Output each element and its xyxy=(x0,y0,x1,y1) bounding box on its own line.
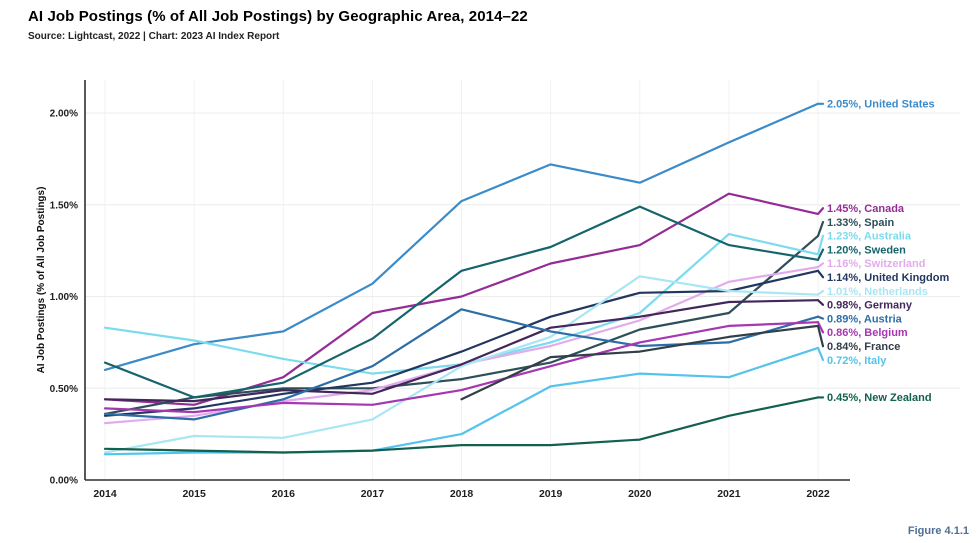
series-leader-australia xyxy=(816,234,825,256)
y-axis-title: AI Job Postings (% of All Job Postings) xyxy=(36,187,47,374)
series-label-united-states: 2.05%, United States xyxy=(827,99,935,111)
chart-title: AI Job Postings (% of All Job Postings) … xyxy=(28,8,528,25)
series-label-spain: 1.33%, Spain xyxy=(827,217,895,229)
y-tick-label: 1.00% xyxy=(50,292,78,303)
y-tick-label: 2.00% xyxy=(50,109,78,120)
series-label-switzerland: 1.16%, Switzerland xyxy=(827,258,925,270)
series-label-canada: 1.45%, Canada xyxy=(827,203,905,215)
x-tick-label: 2016 xyxy=(272,488,296,500)
series-line-canada xyxy=(103,192,820,406)
series-line-united-states xyxy=(103,102,820,371)
series-label-france: 0.84%, France xyxy=(827,341,900,353)
series-leader-canada xyxy=(816,207,825,216)
series-leader-netherlands xyxy=(816,289,825,296)
series-label-australia: 1.23%, Australia xyxy=(827,231,912,243)
x-tick-label: 2018 xyxy=(450,488,474,500)
x-tick-label: 2019 xyxy=(539,488,563,500)
x-tick-label: 2017 xyxy=(361,488,385,500)
series-line-france xyxy=(460,324,820,401)
series-leader-italy xyxy=(816,346,825,362)
series-line-netherlands xyxy=(103,275,820,454)
series-leader-germany xyxy=(816,299,825,306)
x-tick-label: 2020 xyxy=(628,488,652,500)
series-leader-france xyxy=(816,324,825,348)
series-line-spain xyxy=(103,234,820,415)
series-label-austria: 0.89%, Austria xyxy=(827,313,903,325)
series-line-germany xyxy=(103,299,820,403)
series-line-new-zealand xyxy=(103,396,820,454)
series-label-germany: 0.98%, Germany xyxy=(827,300,913,312)
series-leader-austria xyxy=(816,315,825,320)
series-label-netherlands: 1.01%, Netherlands xyxy=(827,286,928,298)
series-label-belgium: 0.86%, Belgium xyxy=(827,327,908,339)
figure-caption: Figure 4.1.1 xyxy=(907,525,969,537)
x-tick-label: 2014 xyxy=(93,488,117,500)
x-tick-label: 2021 xyxy=(717,488,741,500)
series-line-belgium xyxy=(103,321,820,414)
series-leader-belgium xyxy=(816,321,825,334)
series-leader-united-kingdom xyxy=(816,269,825,279)
series-leader-sweden xyxy=(816,248,825,261)
series-label-italy: 0.72%, Italy xyxy=(827,355,887,367)
series-line-austria xyxy=(103,308,820,421)
chart-source-line: Source: Lightcast, 2022 | Chart: 2023 AI… xyxy=(28,31,280,42)
series-leader-switzerland xyxy=(816,262,825,269)
series-label-new-zealand: 0.45%, New Zealand xyxy=(827,392,932,404)
series-label-united-kingdom: 1.14%, United Kingdom xyxy=(827,272,949,284)
y-tick-label: 1.50% xyxy=(50,200,78,211)
y-tick-label: 0.50% xyxy=(50,384,78,395)
series-line-sweden xyxy=(103,205,820,399)
x-tick-label: 2022 xyxy=(806,488,830,500)
series-label-sweden: 1.20%, Sweden xyxy=(827,244,906,256)
y-tick-label: 0.00% xyxy=(50,476,78,487)
series-line-united-kingdom xyxy=(103,269,820,417)
series-line-italy xyxy=(103,346,820,456)
x-tick-label: 2015 xyxy=(182,488,206,500)
series-leader-spain xyxy=(816,220,825,238)
